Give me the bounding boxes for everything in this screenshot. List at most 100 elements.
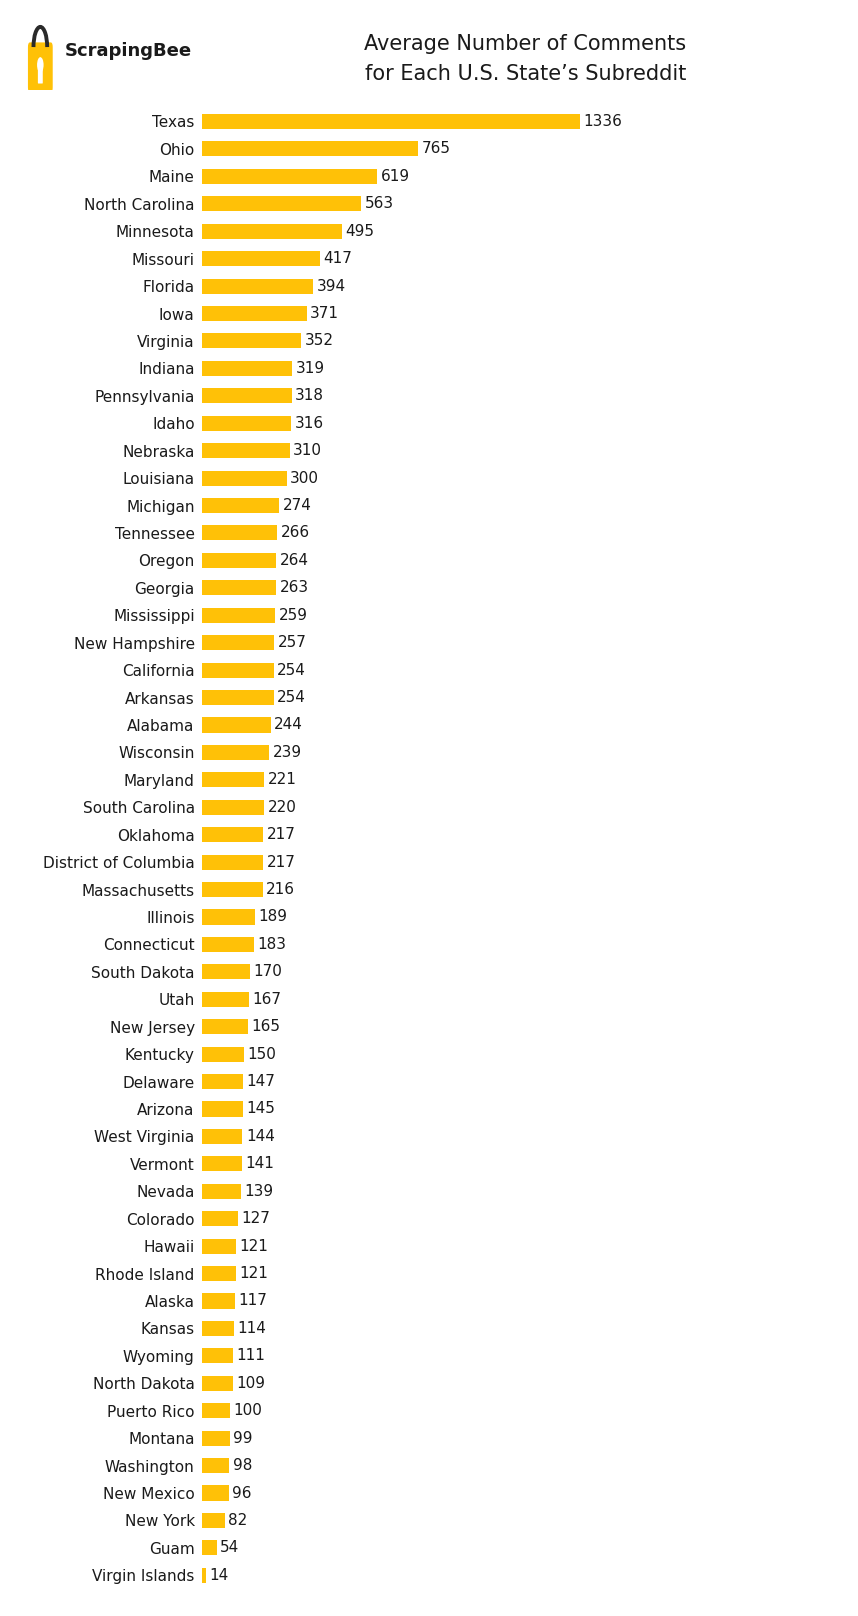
Text: 14: 14 [209, 1568, 228, 1582]
Text: 98: 98 [233, 1458, 252, 1474]
Bar [202, 1568, 206, 1582]
Bar [202, 1320, 234, 1336]
Text: 263: 263 [280, 580, 309, 595]
Bar [202, 1210, 238, 1227]
Text: 189: 189 [258, 910, 287, 924]
Text: 1336: 1336 [583, 115, 623, 129]
Bar [202, 333, 301, 349]
Text: 257: 257 [278, 635, 307, 650]
Bar [202, 1513, 225, 1529]
Bar [202, 168, 378, 184]
Text: 254: 254 [277, 663, 306, 677]
Bar [202, 498, 280, 512]
Bar [202, 525, 277, 540]
Text: 183: 183 [257, 937, 286, 952]
Bar [202, 635, 275, 650]
Text: 147: 147 [247, 1075, 275, 1089]
Bar [202, 1485, 229, 1501]
Text: 117: 117 [239, 1293, 267, 1309]
Text: 139: 139 [245, 1185, 274, 1199]
Bar [202, 608, 275, 622]
Bar [202, 141, 419, 157]
Text: 216: 216 [266, 882, 295, 897]
Text: 141: 141 [245, 1157, 274, 1172]
Bar [202, 360, 292, 377]
Bar [202, 196, 361, 212]
Bar [202, 772, 264, 787]
Bar [202, 718, 271, 732]
Text: 167: 167 [252, 992, 281, 1007]
Text: 765: 765 [422, 142, 451, 157]
Text: 96: 96 [233, 1485, 251, 1501]
Text: 394: 394 [317, 278, 346, 294]
Bar [202, 827, 263, 842]
Bar [202, 1265, 236, 1281]
Text: 217: 217 [267, 855, 295, 869]
Text: 221: 221 [268, 772, 297, 787]
Bar [202, 278, 313, 294]
Text: 54: 54 [221, 1540, 239, 1555]
Bar [202, 415, 291, 431]
Bar [202, 553, 276, 567]
Bar [202, 223, 342, 239]
Text: 82: 82 [228, 1513, 247, 1529]
Bar [202, 1130, 243, 1144]
Bar [202, 443, 289, 459]
Text: 109: 109 [236, 1375, 265, 1391]
Text: 300: 300 [290, 470, 319, 485]
FancyBboxPatch shape [28, 42, 52, 92]
Text: 217: 217 [267, 827, 295, 842]
Bar [202, 1375, 233, 1391]
Text: 244: 244 [275, 718, 303, 732]
Bar [202, 663, 274, 677]
Bar [202, 388, 292, 404]
Circle shape [37, 57, 44, 73]
Text: 99: 99 [233, 1430, 252, 1446]
Text: 121: 121 [239, 1238, 269, 1254]
Text: 352: 352 [305, 333, 334, 349]
Text: 170: 170 [253, 965, 282, 979]
Text: 310: 310 [293, 443, 322, 459]
Text: 319: 319 [295, 360, 324, 377]
Bar [202, 910, 255, 924]
Text: 111: 111 [237, 1348, 265, 1364]
Text: 220: 220 [268, 800, 296, 814]
Bar [202, 305, 307, 322]
FancyBboxPatch shape [38, 65, 43, 84]
Bar [202, 115, 580, 129]
Text: 274: 274 [282, 498, 311, 512]
Text: 371: 371 [311, 305, 339, 322]
Text: 619: 619 [380, 168, 409, 184]
Bar [202, 1348, 233, 1364]
Text: Average Number of Comments
for Each U.S. State’s Subreddit: Average Number of Comments for Each U.S.… [365, 34, 686, 84]
Text: 100: 100 [233, 1403, 263, 1419]
Text: 127: 127 [241, 1212, 270, 1227]
Bar [202, 745, 269, 760]
Text: ScrapingBee: ScrapingBee [64, 42, 191, 60]
Bar [202, 1430, 230, 1446]
Bar [202, 470, 287, 486]
Text: 239: 239 [273, 745, 302, 760]
Text: 417: 417 [323, 250, 352, 267]
Bar [202, 1293, 235, 1309]
Text: 165: 165 [251, 1020, 281, 1034]
Text: 316: 316 [294, 415, 323, 431]
Bar [202, 1075, 244, 1089]
Text: 254: 254 [277, 690, 306, 705]
Text: 264: 264 [280, 553, 309, 567]
Bar [202, 1157, 242, 1172]
Bar [202, 1403, 230, 1419]
Bar [202, 580, 276, 595]
Bar [202, 250, 320, 267]
Text: 144: 144 [246, 1130, 275, 1144]
Bar [202, 882, 263, 897]
Bar [202, 1102, 243, 1117]
Text: 563: 563 [365, 196, 394, 212]
Bar [202, 1020, 249, 1034]
Bar [202, 1185, 241, 1199]
Text: 266: 266 [281, 525, 310, 540]
Text: 121: 121 [239, 1265, 269, 1281]
Bar [202, 965, 250, 979]
Bar [202, 855, 263, 869]
Bar [202, 992, 249, 1007]
